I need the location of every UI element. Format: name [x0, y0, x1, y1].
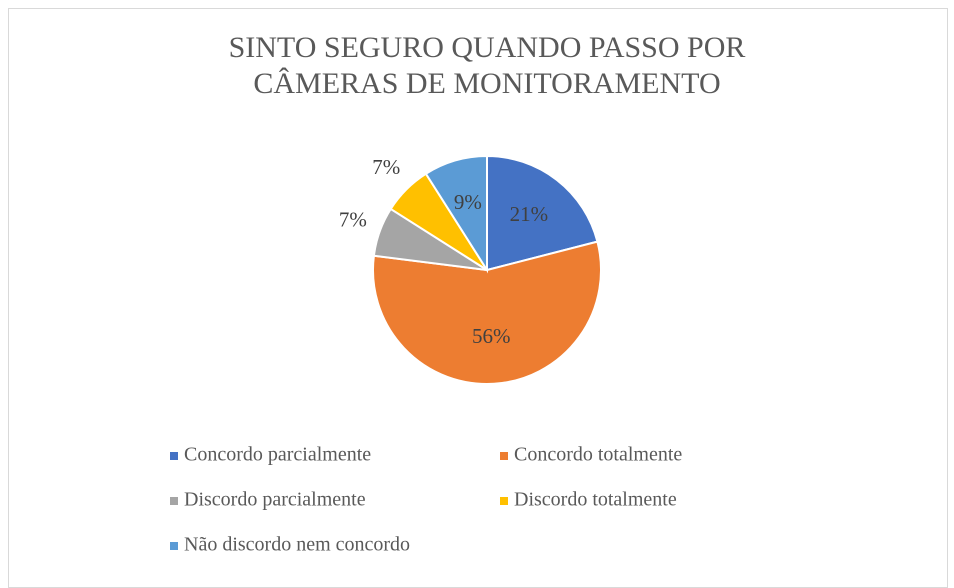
data-label: 56%	[472, 324, 511, 348]
data-label: 7%	[339, 208, 367, 232]
data-label: 7%	[372, 155, 400, 179]
pie-slice	[486, 154, 599, 272]
legend-swatch	[170, 452, 178, 460]
page: {"chart_data": {"type": "pie", "title": …	[8, 8, 948, 588]
legend-label: Não discordo nem concordo	[184, 534, 410, 556]
legend-swatch	[500, 452, 508, 460]
legend-label: Discordo parcialmente	[184, 489, 366, 511]
pie-slice	[424, 154, 488, 274]
data-label: 21%	[510, 202, 549, 226]
data-label: 9%	[454, 190, 482, 214]
chart: 21% 56% 7% 7% 9% Concordo parcialmente Concord…	[170, 154, 682, 556]
legend-swatch	[170, 497, 178, 505]
pie-slice	[372, 240, 602, 385]
legend-label: Concordo parcialmente	[184, 444, 371, 466]
legend-swatch	[170, 542, 178, 550]
chart-title: SINTO SEGURO QUANDO PASSO POR CÂMERAS DE…	[228, 31, 746, 100]
legend-label: Concordo totalmente	[514, 444, 682, 466]
legend-swatch	[500, 497, 508, 505]
legend-label: Discordo totalmente	[514, 489, 677, 511]
